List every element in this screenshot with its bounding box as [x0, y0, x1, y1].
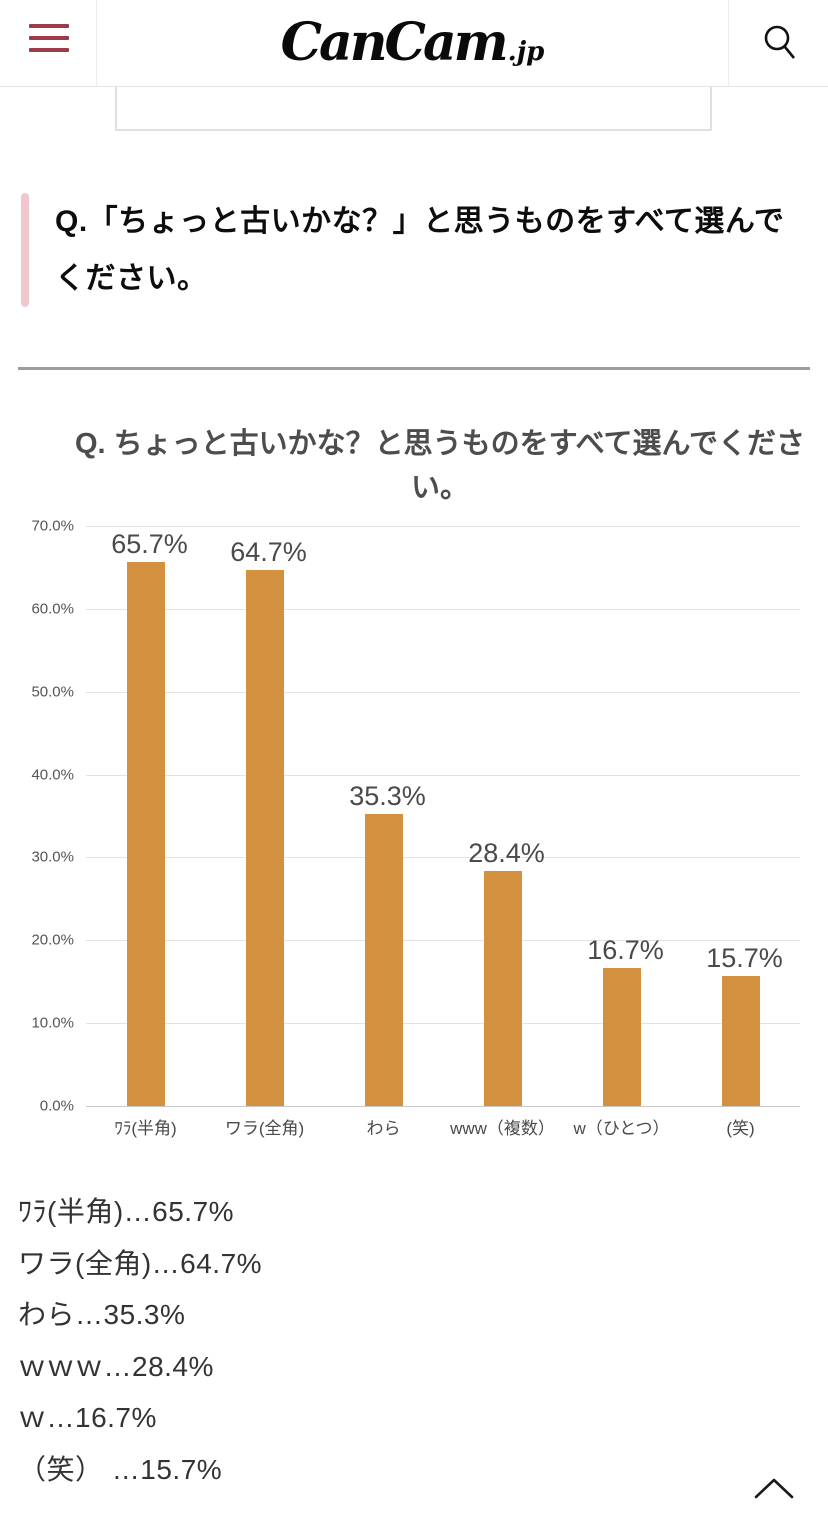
y-axis-label: 50.0% — [31, 683, 74, 701]
bar — [721, 975, 760, 1106]
result-item: ワラ(全角)…64.7% — [18, 1247, 263, 1279]
y-axis-label: 20.0% — [31, 931, 74, 949]
grid-line — [86, 857, 800, 859]
bar — [364, 813, 403, 1106]
result-item: ｗｗｗ…28.4% — [18, 1350, 214, 1382]
bar — [483, 870, 522, 1106]
y-axis-label: 70.0% — [31, 517, 74, 535]
bar — [602, 967, 641, 1106]
search-icon — [759, 21, 799, 72]
question-heading: Q.「ちょっと古いかな？」と思うものをすべて選んでください。 — [55, 205, 785, 295]
cancam-logo-text: CanCam — [280, 12, 509, 73]
hamburger-icon — [29, 24, 69, 28]
grid-line — [86, 1023, 800, 1025]
x-axis-label: ワラ(全角) — [224, 1119, 305, 1138]
bar — [126, 561, 165, 1106]
grid-line — [86, 691, 800, 693]
header-logo-cell: CanCam .jp — [97, 0, 728, 86]
section-divider — [18, 367, 810, 370]
results-list: ﾜﾗ(半角)…65.7% ワラ(全角)…64.7% わら…35.3% ｗｗｗ…2… — [18, 1186, 810, 1495]
chevron-up-icon — [753, 1476, 795, 1503]
survey-chart: Q. ちょっと古いかな？と思うものをすべて選んでください。 70.0% 60.0%… — [0, 423, 828, 1138]
grid-line — [86, 608, 800, 610]
y-axis-label: 60.0% — [31, 600, 74, 618]
y-axis-label: 40.0% — [31, 766, 74, 784]
cancam-logo[interactable]: CanCam .jp — [281, 17, 545, 69]
chart-title: Q. ちょっと古いかな？と思うものをすべて選んでください。 — [74, 428, 806, 504]
x-axis-label: (笑) — [726, 1119, 755, 1138]
bar — [245, 569, 284, 1106]
bar-value-label: 28.4% — [468, 837, 545, 868]
bar-value-label: 35.3% — [349, 780, 426, 811]
site-header: CanCam .jp — [0, 0, 828, 87]
heading-accent-bar — [21, 193, 29, 307]
bar-value-label: 65.7% — [111, 528, 188, 559]
y-axis-label: 10.0% — [31, 1014, 74, 1032]
x-axis-label: www（複数） — [450, 1119, 555, 1138]
grid-line — [86, 774, 800, 776]
back-to-top-button[interactable] — [752, 1474, 796, 1504]
result-item: （笑） …15.7% — [18, 1453, 223, 1485]
result-item: わら…35.3% — [18, 1299, 186, 1330]
search-button[interactable] — [728, 0, 828, 86]
grid-line — [86, 526, 800, 527]
cancam-logo-jp: .jp — [507, 37, 545, 67]
bar-chart-plot: 70.0% 60.0% 50.0% 40.0% 30.0% 20.0% 10.0% 0.0% 6… — [31, 518, 800, 1138]
x-axis-label: わら — [366, 1119, 401, 1138]
bar-value-label: 64.7% — [230, 536, 307, 567]
bar-value-label: 16.7% — [587, 934, 664, 965]
y-axis-label: 0.0% — [39, 1097, 74, 1115]
grid-line — [86, 1106, 800, 1107]
question-section: Q.「ちょっと古いかな？」と思うものをすべて選んでください。 — [21, 193, 810, 307]
grid-line — [86, 940, 800, 942]
x-axis-label: ﾜﾗ(半角) — [114, 1119, 177, 1138]
x-axis-label: w（ひとつ） — [573, 1119, 670, 1138]
hamburger-menu-button[interactable] — [0, 0, 97, 86]
bar-value-label: 15.7% — [706, 942, 783, 973]
ad-frame-remnant — [115, 87, 712, 131]
result-item: ﾜﾗ(半角)…65.7% — [18, 1196, 235, 1227]
y-axis-label: 30.0% — [31, 848, 74, 866]
result-item: ｗ…16.7% — [18, 1402, 157, 1433]
